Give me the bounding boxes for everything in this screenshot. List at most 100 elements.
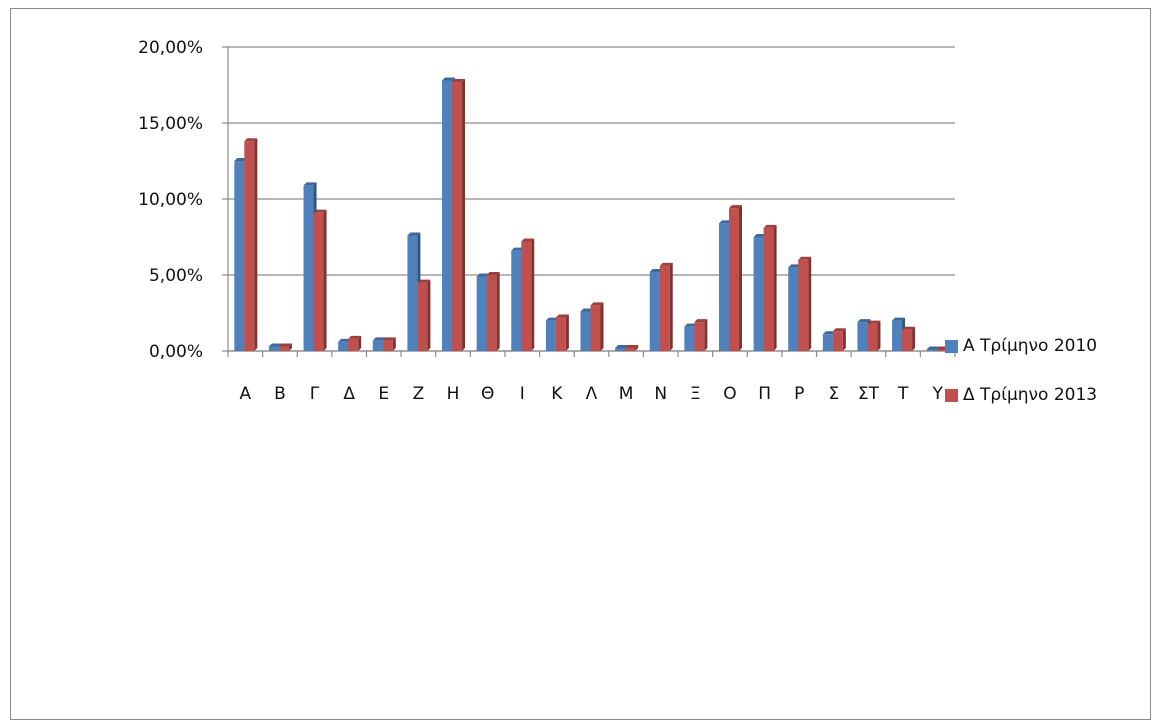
gridlines [222,46,955,352]
x-tick-label: Ε [378,384,389,404]
bar-top [417,279,431,283]
bar-top [728,205,742,209]
legend-label-series-2: Δ Τρίμηνο 2013 [963,385,1098,405]
y-tick-labels: 0,00% 5,00% 10,00% 15,00% 20,00% [138,38,203,362]
bar-top [382,337,396,341]
bar-front [857,322,868,351]
bar-side [669,262,673,351]
bar-front [303,185,314,351]
bar-top [822,331,836,335]
bar-top [555,314,569,318]
bar-side [877,320,881,351]
bar-top [545,317,559,321]
bar-top [521,238,535,242]
x-tick-label: Κ [551,384,563,404]
legend-label-series-1: Α Τρίμηνο 2010 [963,336,1098,356]
y-tick-label: 15,00% [138,114,203,134]
bar-series-2 [728,205,742,351]
x-tick-label: ΣΤ [858,384,880,404]
bar-series-2 [763,224,777,351]
x-tick-label: Ξ [690,384,701,404]
bar-series-2 [382,337,396,351]
bar-top [857,319,871,323]
bar-side [358,335,362,351]
bar-front [555,317,566,351]
bar-series-2 [521,238,535,351]
bar-front [511,250,522,351]
bar-top [892,317,906,321]
bar-series-2 [452,78,466,352]
bar-front [753,237,764,351]
bar-series-2 [555,314,569,351]
bar-top [511,247,525,251]
bar-top [718,220,732,224]
bar-front [580,311,591,351]
x-tick-label: Τ [897,384,909,404]
bar-front [372,340,383,351]
bar-front [407,235,418,351]
bar-series-2 [244,138,258,351]
x-tick-label: Γ [310,384,320,404]
legend-item-series-1: Α Τρίμηνο 2010 [945,334,1097,358]
bar-front [625,347,636,351]
bar-front [313,212,324,351]
bar-top [452,78,466,82]
bar-top [625,344,639,348]
bar-front [892,320,903,351]
bar-top [372,337,386,341]
x-tick-label: Ο [723,384,736,404]
bar-side [427,279,431,351]
bar-top [278,343,292,347]
y-tick-label: 20,00% [138,38,203,58]
bar-front [926,349,937,351]
x-tick-label: Λ [586,384,598,404]
bar-series-2 [625,344,639,351]
bar-side [323,209,327,351]
bar-top [590,302,604,306]
bar-front [763,227,774,351]
bar-series-2 [798,256,812,351]
bar-front [659,265,670,351]
bar-top [476,273,490,277]
bar-series-2 [694,319,708,351]
bar-front [788,267,799,351]
bar-front [348,338,359,351]
legend-swatch-series-1 [945,339,958,353]
legend-swatch-series-2 [945,388,958,402]
bar-front [798,259,809,351]
legend-item-series-2: Δ Τρίμηνο 2013 [945,383,1097,407]
bar-top [615,344,629,348]
x-tick-label: Θ [481,384,494,404]
bar-front [234,161,245,351]
bar-top [407,232,421,236]
bar-front [902,329,913,351]
bar-side [773,224,777,351]
bar-front [278,346,289,351]
bar-series-2 [486,272,500,351]
x-tick-label: Α [239,384,251,404]
bar-side [842,328,846,351]
bar-top [902,326,916,330]
bar-front [417,282,428,351]
bar-series-2 [313,209,327,351]
bar-top [867,320,881,324]
x-tick-label: Σ [828,384,839,404]
bar-side [462,78,466,352]
bar-top [694,319,708,323]
bar-top [338,338,352,342]
bars [234,77,950,352]
bar-top [268,343,282,347]
bar-side [704,319,708,351]
bar-front [545,320,556,351]
chart-frame [10,8,1151,720]
x-tick-label: Υ [931,384,943,404]
bar-top [684,323,698,327]
bar-top [303,182,317,186]
bar-top [753,234,767,237]
bar-top [348,335,362,339]
bar-series-2 [590,302,604,351]
bar-front [822,334,833,351]
legend: Α Τρίμηνο 2010 Δ Τρίμηνο 2013 [945,334,1097,432]
x-tick-label: Δ [343,384,355,404]
bar-side [912,326,916,351]
